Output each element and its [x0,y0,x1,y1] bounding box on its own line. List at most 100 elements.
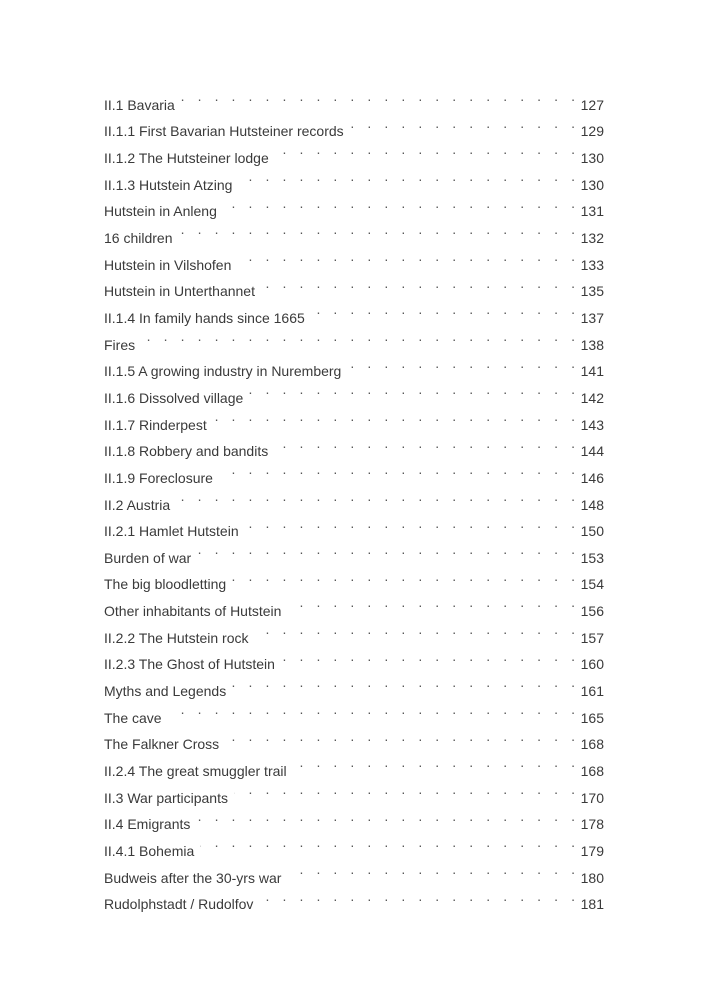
table-of-contents: II.1 Bavaria127II.1.1 First Bavarian Hut… [104,83,604,913]
dot-leader [219,456,580,483]
toc-entry-page: 153 [580,549,604,566]
toc-entry[interactable]: Hutstein in Anleng 131 [104,190,604,220]
toc-entry-title: II.1 Bavaria [104,96,175,113]
toc-entry-page: 132 [580,229,604,246]
toc-entry[interactable]: II.1.5 A growing industry in Nuremberg 14… [104,350,604,380]
dot-leader [261,270,580,297]
toc-entry-page: 168 [580,736,604,753]
toc-entry-title: II.4.1 Bohemia [104,843,195,860]
dot-leader [254,616,579,643]
toc-entry[interactable]: II.4.1 Bohemia 179 [104,829,604,859]
toc-entry-title: II.2.3 The Ghost of Hutstein [104,656,275,673]
toc-entry-title: II.1.2 The Hutsteiner lodge [104,149,269,166]
dot-leader [141,323,580,350]
toc-entry-page: 130 [580,176,604,193]
toc-entry[interactable]: II.2.4 The great smuggler trail 168 [104,749,604,779]
toc-entry-page: 137 [580,309,604,326]
toc-entry[interactable]: Rudolphstadt / Rudolfov 181 [104,883,604,913]
toc-entry[interactable]: II.3 War participants 170 [104,776,604,806]
toc-entry[interactable]: II.1.7 Rinderpest 143 [104,403,604,433]
toc-entry[interactable]: Hutstein in Vilshofen 133 [104,243,604,273]
toc-entry-title: The Falkner Cross [104,736,220,753]
toc-entry-page: 168 [580,763,604,780]
toc-entry[interactable]: II.1.4 In family hands since 1665 137 [104,296,604,326]
toc-entry[interactable]: II.2.1 Hamlet Hutstein 150 [104,510,604,540]
toc-entry-page: 142 [580,389,604,406]
toc-entry-title: The cave [104,709,162,726]
toc-entry[interactable]: II.1.2 The Hutsteiner lodge 130 [104,136,604,166]
toc-entry-title: II.1.1 First Bavarian Hutsteiner records [104,123,344,140]
toc-entry-page: 135 [580,283,604,300]
toc-entry-title: Hutstein in Anleng [104,203,217,220]
toc-entry[interactable]: II.2.3 The Ghost of Hutstein 160 [104,643,604,673]
toc-entry-page: 144 [580,443,604,460]
toc-entry[interactable]: The cave 165 [104,696,604,726]
dot-leader [196,803,579,830]
toc-entry-title: II.2.4 The great smuggler trail [104,763,287,780]
dot-leader [275,136,580,163]
toc-entry-title: Fires [104,336,136,353]
toc-entry-title: II.3 War participants [104,789,228,806]
toc-entry-page: 156 [580,603,604,620]
dot-leader [197,536,579,563]
toc-entry[interactable]: Hutstein in Unterthannet 135 [104,270,604,300]
toc-entry-title: II.1.9 Foreclosure [104,469,213,486]
dot-leader [259,883,579,910]
toc-entry-title: II.4 Emigrants [104,816,191,833]
dot-leader [293,749,580,776]
toc-entry[interactable]: II.2.2 The Hutstein rock 157 [104,616,604,646]
toc-entry-title: II.1.3 Hutstein Atzing [104,176,233,193]
toc-entry-title: II.1.4 In family hands since 1665 [104,309,305,326]
dot-leader [237,243,579,270]
toc-entry[interactable]: 16 children 132 [104,216,604,246]
toc-entry[interactable]: Fires 138 [104,323,604,353]
toc-entry-page: 143 [580,416,604,433]
toc-entry[interactable]: II.2 Austria 148 [104,483,604,513]
toc-entry[interactable]: Other inhabitants of Hutstein 156 [104,589,604,619]
toc-entry[interactable]: II.1.8 Robbery and bandits 144 [104,430,604,460]
toc-entry-page: 154 [580,576,604,593]
dot-leader [249,376,579,403]
toc-entry-title: Myths and Legends [104,683,227,700]
toc-entry-page: 165 [580,709,604,726]
toc-entry[interactable]: Budweis after the 30-yrs war 180 [104,856,604,886]
dot-leader [181,83,580,110]
toc-entry-title: Other inhabitants of Hutstein [104,603,282,620]
toc-entry[interactable]: Burden of war 153 [104,536,604,566]
toc-entry-page: 141 [580,363,604,380]
toc-entry-title: II.1.6 Dissolved village [104,389,244,406]
toc-entry[interactable]: II.4 Emigrants 178 [104,803,604,833]
dot-leader [234,776,580,803]
toc-entry-title: Rudolphstadt / Rudolfov [104,896,254,913]
toc-entry[interactable]: II.1.9 Foreclosure 146 [104,456,604,486]
toc-entry[interactable]: The big bloodletting 154 [104,563,604,593]
toc-entry-title: II.2 Austria [104,496,171,513]
toc-entry-page: 181 [580,896,604,913]
toc-entry-title: II.2.1 Hamlet Hutstein [104,523,239,540]
dot-leader [238,163,579,190]
dot-leader [176,483,579,510]
dot-leader [347,350,579,377]
dot-leader [245,510,580,537]
dot-leader [287,856,579,883]
dot-leader [232,669,579,696]
toc-entry[interactable]: II.1.6 Dissolved village 142 [104,376,604,406]
toc-entry[interactable]: II.1 Bavaria 127 [104,83,604,113]
toc-entry-page: 133 [580,256,604,273]
dot-leader [311,296,580,323]
toc-entry-title: Hutstein in Vilshofen [104,256,232,273]
toc-entry[interactable]: Myths and Legends 161 [104,669,604,699]
dot-leader [287,589,579,616]
toc-entry-page: 150 [580,523,604,540]
toc-entry[interactable]: II.1.3 Hutstein Atzing 130 [104,163,604,193]
toc-entry[interactable]: The Falkner Cross 168 [104,723,604,753]
toc-entry-title: Budweis after the 30-yrs war [104,869,282,886]
toc-entry-title: 16 children [104,229,173,246]
toc-entry[interactable]: II.1.1 First Bavarian Hutsteiner records… [104,110,604,140]
toc-entry-page: 178 [580,816,604,833]
toc-entry-page: 138 [580,336,604,353]
dot-leader [168,696,580,723]
toc-entry-title: II.1.8 Robbery and bandits [104,443,269,460]
toc-entry-page: 160 [580,656,604,673]
toc-entry-page: 170 [580,789,604,806]
